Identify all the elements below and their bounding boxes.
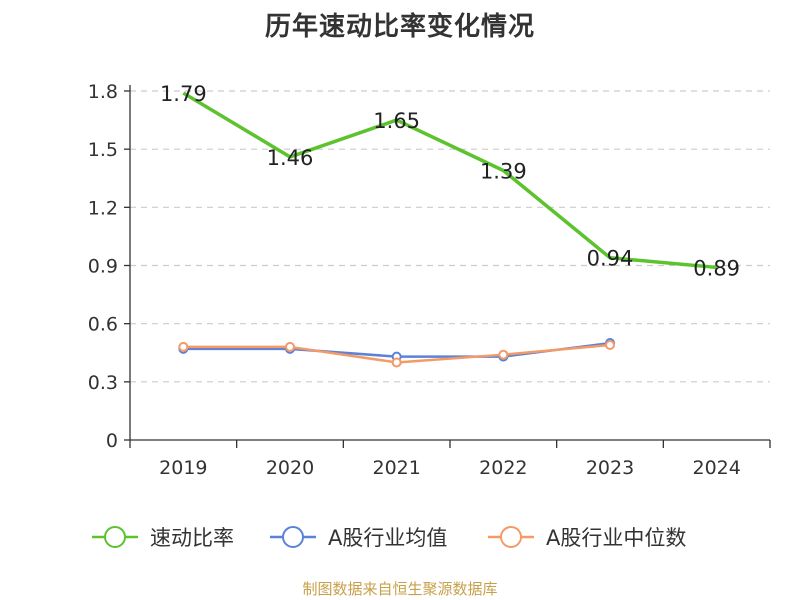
y-tick-label-6: 1.8: [88, 81, 118, 103]
chart-title: 历年速动比率变化情况: [264, 12, 535, 42]
y-tick-label-2: 0.6: [88, 314, 118, 336]
series-line-0: [182, 91, 717, 270]
axes: 0 0.3 0.6 0.9 1.2 1.5 1.8 2019 2020 2021 2022 2023 2…: [88, 81, 771, 479]
x-tick-label-2024: 2024: [692, 457, 740, 479]
legend-marker-0: [104, 526, 126, 548]
legend-item-1[interactable]: A股行业均值: [328, 526, 447, 550]
data-label-2023: 0.94: [587, 247, 634, 271]
x-tick-label-2019: 2019: [159, 457, 207, 479]
y-tick-label-5: 1.5: [88, 139, 118, 161]
data-label-2022: 1.39: [480, 159, 527, 183]
series-2-point-2023: [605, 339, 615, 350]
legend-item-2[interactable]: A股行业中位数: [546, 526, 686, 550]
legend-marker-1: [282, 526, 304, 548]
data-labels: 1.79 1.46 1.65 1.39 0.94 0.89: [160, 82, 740, 281]
series-2-point-2021: [391, 357, 402, 368]
series-2-point-2019: [178, 341, 189, 352]
data-label-2019: 1.79: [160, 82, 207, 106]
series-2-point-2022: [498, 349, 509, 360]
x-tick-label-2022: 2022: [479, 457, 527, 479]
y-tick-label-1: 0.3: [88, 372, 118, 394]
data-label-2021: 1.65: [373, 109, 420, 133]
series-2-point-2020: [285, 341, 295, 352]
x-tick-label-2023: 2023: [586, 457, 634, 479]
data-label-2024: 0.89: [693, 256, 740, 280]
x-tick-label-2021: 2021: [372, 457, 420, 479]
data-label-2020: 1.46: [267, 146, 314, 170]
y-tick-label-3: 0.9: [88, 256, 118, 278]
legend-marker-2: [500, 526, 522, 548]
data-source-note: 制图数据来自恒生聚源数据库: [302, 580, 498, 598]
y-tick-label-0: 0: [106, 430, 118, 452]
x-tick-label-2020: 2020: [266, 457, 314, 479]
gridlines: [130, 90, 770, 383]
legend-item-0[interactable]: 速动比率: [150, 526, 234, 550]
legend[interactable]: 速动比率 A股行业均值 A股行业中位数: [92, 526, 686, 550]
series-lines: [178, 91, 717, 368]
y-tick-label-4: 1.2: [88, 197, 118, 219]
